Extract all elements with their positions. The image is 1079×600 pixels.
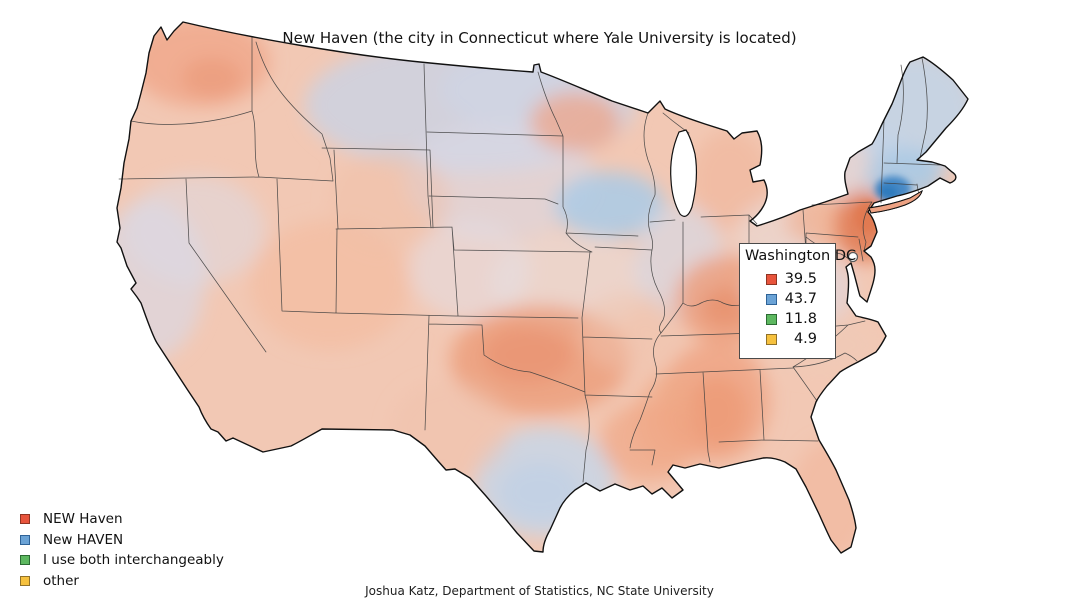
attribution-caption: Joshua Katz, Department of Statistics, N…	[365, 584, 714, 598]
tooltip-value: 39.5	[784, 271, 817, 287]
city-tooltip: Washington DC 39.5 43.7 11.8 4.9	[739, 243, 857, 359]
yellow-swatch-icon	[20, 575, 30, 586]
red-swatch-icon	[20, 514, 30, 525]
tooltip-row: 11.8	[745, 309, 831, 329]
long-island-fill-fix	[868, 189, 923, 214]
tooltip-value: 11.8	[784, 311, 817, 327]
legend-label: New HAVEN	[43, 531, 124, 548]
selected-city-marker[interactable]	[847, 251, 859, 263]
lake-michigan	[670, 129, 698, 217]
legend-label: other	[43, 572, 79, 589]
legend-item-new-haven-stress-second: New HAVEN	[20, 530, 224, 551]
legend-item-both-interchangeably: I use both interchangeably	[20, 550, 224, 571]
page-title: New Haven (the city in Connecticut where…	[282, 29, 797, 47]
blue-swatch-icon	[20, 534, 30, 545]
tooltip-row: 4.9	[745, 329, 831, 349]
green-swatch-icon	[766, 313, 777, 325]
answer-legend: NEW Haven New HAVEN I use both interchan…	[20, 509, 224, 591]
legend-label: NEW Haven	[43, 511, 123, 528]
legend-label: I use both interchangeably	[43, 552, 224, 569]
legend-item-other: other	[20, 571, 224, 592]
iowa-blue-patch	[555, 172, 665, 238]
red-swatch-icon	[766, 273, 777, 285]
green-swatch-icon	[20, 555, 30, 566]
tooltip-city-name: Washington DC	[745, 248, 857, 264]
tooltip-value: 43.7	[784, 291, 817, 307]
blue-swatch-icon	[766, 293, 777, 305]
tooltip-row: 39.5	[745, 269, 831, 289]
tooltip-row: 43.7	[745, 289, 831, 309]
legend-item-new-haven-stress-first: NEW Haven	[20, 509, 224, 530]
tooltip-value: 4.9	[793, 331, 817, 347]
yellow-swatch-icon	[766, 333, 777, 345]
